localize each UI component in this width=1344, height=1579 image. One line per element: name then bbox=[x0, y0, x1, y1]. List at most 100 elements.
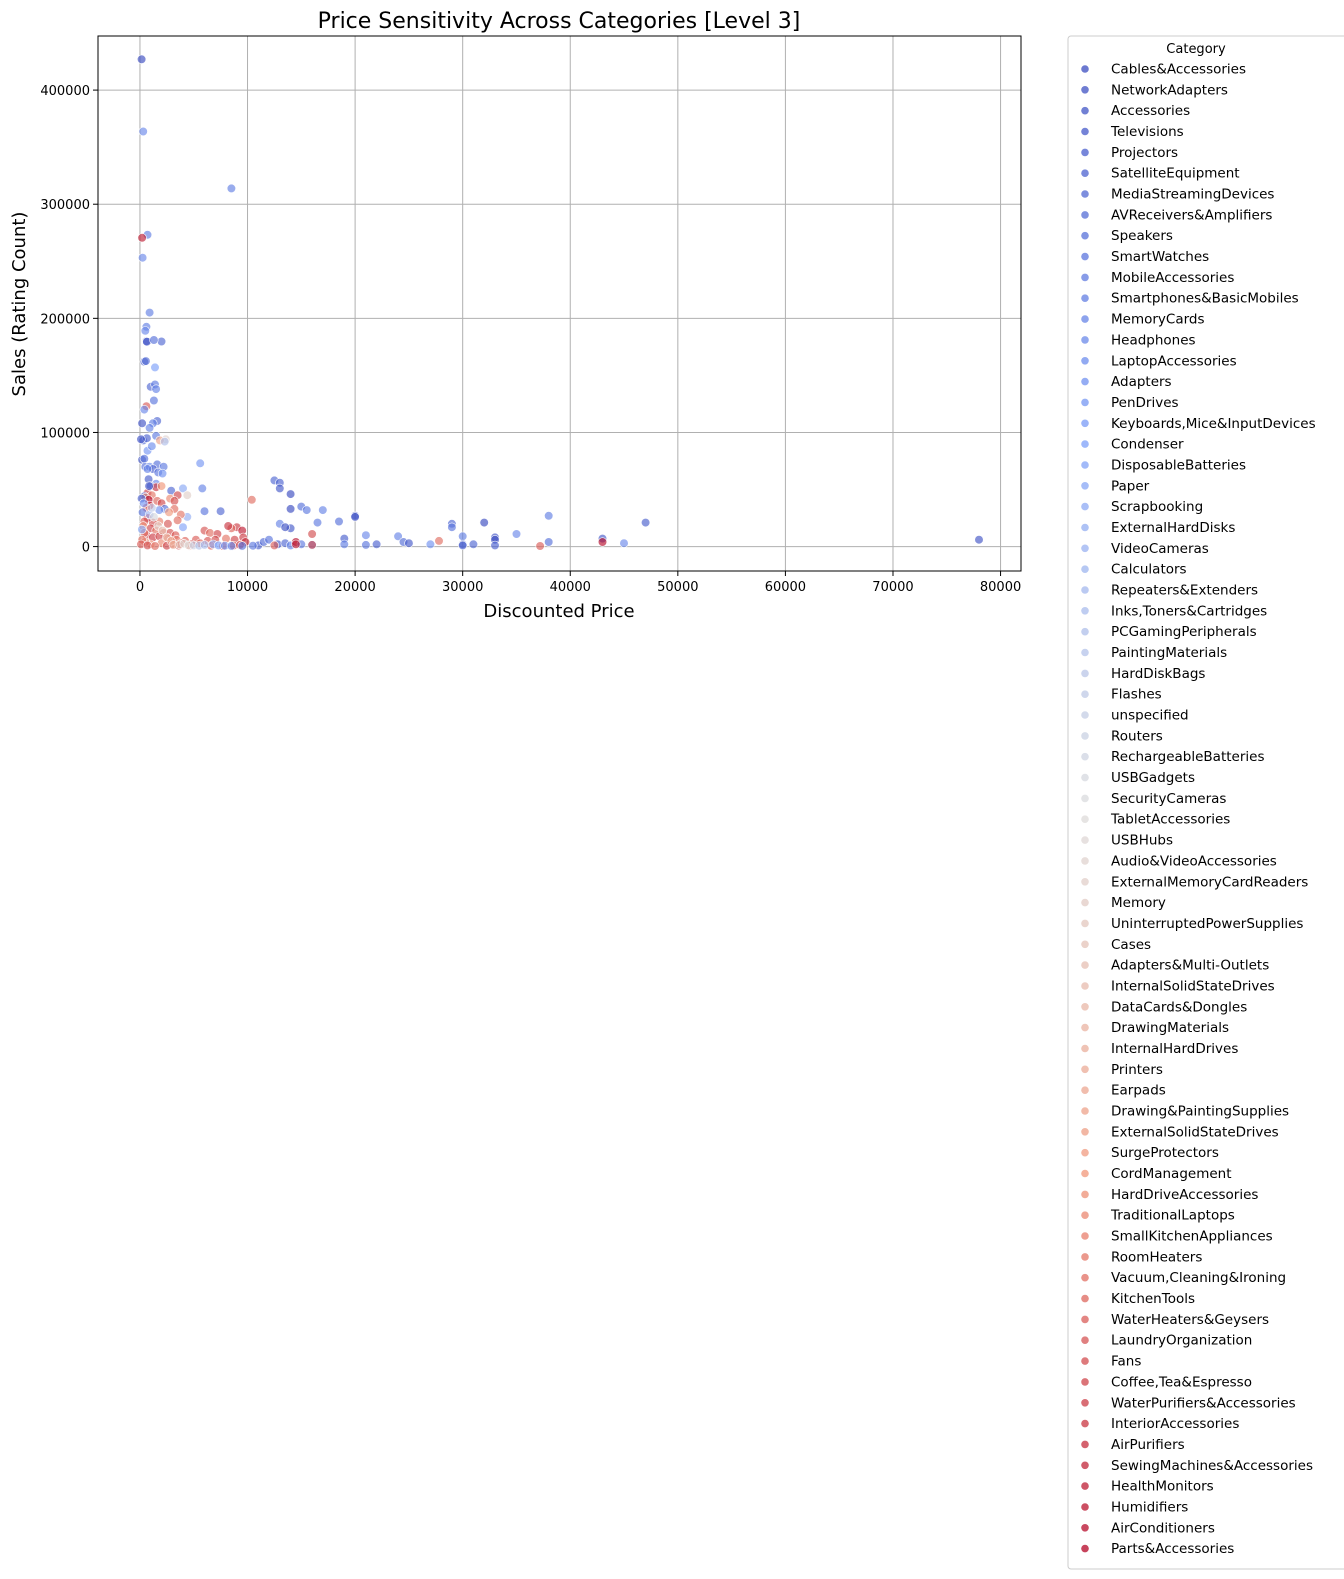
data-point bbox=[139, 498, 149, 508]
data-point bbox=[275, 483, 285, 494]
data-point bbox=[182, 490, 192, 500]
data-point bbox=[163, 519, 173, 529]
x-tick-label: 20000 bbox=[334, 580, 375, 595]
legend-marker bbox=[1081, 1315, 1089, 1324]
legend-entry-label: DrawingMaterials bbox=[1111, 1020, 1229, 1036]
legend-marker bbox=[1081, 919, 1089, 928]
legend-entry-label: Accessories bbox=[1111, 103, 1190, 119]
data-point bbox=[147, 503, 157, 513]
legend-entry-label: Projectors bbox=[1111, 145, 1178, 161]
data-point bbox=[137, 233, 147, 243]
legend-marker bbox=[1081, 1107, 1089, 1115]
data-point bbox=[447, 522, 457, 532]
legend-marker bbox=[1081, 773, 1089, 782]
legend-marker bbox=[1081, 1003, 1089, 1011]
data-point bbox=[137, 524, 147, 535]
legend-marker bbox=[1081, 1086, 1089, 1094]
legend-marker bbox=[1081, 1419, 1089, 1428]
legend-entry-label: InternalHardDrives bbox=[1111, 1041, 1238, 1057]
data-point bbox=[286, 504, 296, 514]
data-point bbox=[974, 535, 984, 545]
legend-marker bbox=[1081, 961, 1089, 969]
legend-marker bbox=[1081, 1273, 1089, 1282]
y-tick-label: 0 bbox=[82, 541, 90, 556]
x-tick-label: 30000 bbox=[442, 580, 483, 595]
legend-entry-label: Adapters bbox=[1111, 374, 1172, 390]
legend-marker bbox=[1081, 1336, 1089, 1344]
legend-entry-label: MemoryCards bbox=[1111, 312, 1205, 328]
y-tick-label: 400000 bbox=[40, 84, 90, 99]
legend-marker bbox=[1081, 1482, 1089, 1490]
legend-marker bbox=[1081, 419, 1089, 428]
legend-marker bbox=[1081, 1190, 1089, 1199]
legend-marker bbox=[1081, 1440, 1089, 1449]
data-point bbox=[312, 517, 323, 528]
data-point bbox=[490, 540, 500, 551]
legend-marker bbox=[1081, 607, 1089, 615]
legend-entry-label: Speakers bbox=[1111, 228, 1173, 244]
legend-marker bbox=[1081, 211, 1089, 219]
legend-marker bbox=[1081, 627, 1089, 636]
data-point bbox=[145, 423, 155, 433]
legend-entry-label: USBGadgets bbox=[1111, 770, 1195, 786]
legend-entry-label: Coffee,Tea&Espresso bbox=[1111, 1374, 1252, 1390]
data-point bbox=[156, 336, 167, 347]
x-axis-label: Discounted Price bbox=[483, 601, 634, 622]
legend-entry-label: Parts&Accessories bbox=[1111, 1541, 1234, 1557]
legend-entry-label: PenDrives bbox=[1111, 395, 1179, 411]
legend-marker bbox=[1081, 836, 1089, 844]
legend-marker bbox=[1081, 794, 1089, 803]
data-point bbox=[199, 506, 210, 516]
data-point bbox=[140, 326, 150, 336]
legend-marker bbox=[1081, 1211, 1089, 1219]
data-point bbox=[544, 537, 554, 547]
data-point bbox=[544, 511, 554, 521]
legend-entry-label: ExternalMemoryCardReaders bbox=[1111, 874, 1308, 890]
data-point bbox=[147, 441, 157, 451]
data-point bbox=[157, 525, 168, 536]
data-point bbox=[226, 183, 236, 193]
data-point bbox=[318, 505, 328, 515]
legend-marker bbox=[1081, 1294, 1089, 1303]
legend-title: Category bbox=[1166, 42, 1226, 57]
legend-marker bbox=[1081, 336, 1089, 344]
data-point bbox=[479, 517, 489, 528]
data-point bbox=[173, 515, 183, 525]
legend-entry-label: WaterHeaters&Geysers bbox=[1111, 1312, 1269, 1328]
data-point bbox=[139, 405, 149, 415]
legend-marker bbox=[1081, 148, 1089, 157]
legend-entry-label: AVReceivers&Amplifiers bbox=[1111, 207, 1272, 223]
legend-entry-label: TabletAccessories bbox=[1110, 812, 1230, 828]
legend-marker bbox=[1081, 1524, 1089, 1532]
legend-entry-label: Earpads bbox=[1111, 1083, 1166, 1099]
data-point bbox=[137, 54, 147, 64]
legend-entry-label: MediaStreamingDevices bbox=[1111, 187, 1274, 203]
data-point bbox=[425, 539, 436, 549]
y-tick-label: 100000 bbox=[40, 426, 90, 441]
data-point bbox=[150, 541, 160, 551]
legend-entry-label: Keyboards,Mice&InputDevices bbox=[1111, 416, 1316, 432]
legend-marker bbox=[1081, 1023, 1089, 1032]
legend-marker bbox=[1081, 1128, 1089, 1136]
data-point bbox=[164, 507, 174, 517]
legend: Category Cables&Accessories NetworkAdapte… bbox=[1067, 35, 1344, 1570]
data-point bbox=[339, 539, 349, 549]
legend-entry-label: RoomHeaters bbox=[1111, 1249, 1202, 1265]
legend-marker bbox=[1081, 190, 1089, 198]
legend-marker bbox=[1081, 857, 1089, 865]
legend-marker bbox=[1081, 690, 1089, 698]
legend-entry-label: AirConditioners bbox=[1111, 1520, 1215, 1536]
x-tick-label: 40000 bbox=[550, 580, 591, 595]
data-point bbox=[619, 538, 629, 548]
legend-entry-label: KitchenTools bbox=[1111, 1291, 1195, 1307]
legend-entry-label: RechargeableBatteries bbox=[1111, 749, 1264, 765]
legend-entry-label: Smartphones&BasicMobiles bbox=[1111, 291, 1299, 307]
data-point bbox=[372, 539, 382, 549]
legend-marker bbox=[1081, 65, 1089, 73]
data-point bbox=[640, 517, 651, 528]
legend-entry-label: ExternalHardDisks bbox=[1111, 520, 1235, 536]
legend-marker bbox=[1081, 940, 1089, 949]
legend-marker bbox=[1081, 440, 1089, 448]
data-point bbox=[150, 362, 160, 373]
